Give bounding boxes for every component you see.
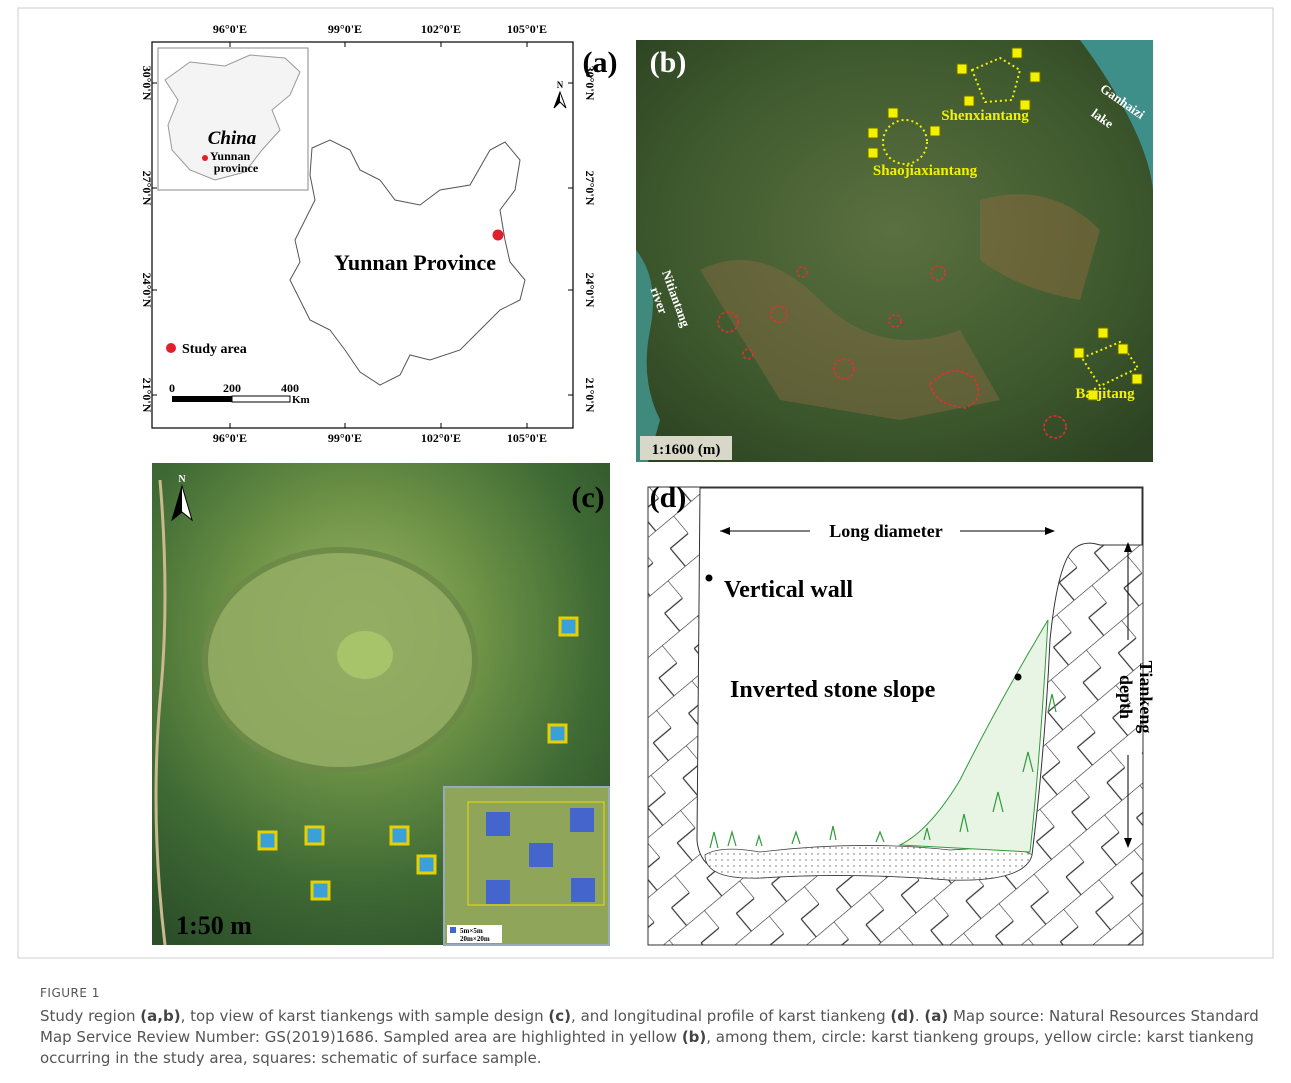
panel-d: Long diameter Vertical wall Inverted sto… — [648, 481, 1156, 945]
decoration — [529, 843, 553, 867]
panel-label: (b) — [650, 46, 687, 79]
decoration — [930, 126, 940, 136]
lat-tick-label: 21°0'N — [140, 378, 154, 413]
study-area-marker — [493, 230, 504, 241]
panel-a: China Yunnan province Yunnan Province St… — [140, 22, 617, 445]
panel-c: 5m×5m 20m×20m N (c) 1:50 m — [152, 463, 610, 945]
legend-label: 20m×20m — [460, 935, 490, 943]
legend-marker — [450, 927, 456, 933]
lat-tick-label: 27°0'N — [140, 171, 154, 206]
lat-tick-label: 24°0'N — [583, 273, 597, 308]
panel-label: (c) — [571, 481, 604, 514]
body: China Yunnan province Yunnan Province St… — [0, 0, 1291, 1083]
decoration — [964, 96, 974, 106]
decoration — [957, 64, 967, 74]
scale-label: 1:1600 (m) — [652, 442, 721, 458]
scale-bar — [172, 396, 232, 402]
decoration — [1012, 48, 1022, 58]
lon-tick-label: 96°0'E — [213, 22, 247, 36]
decoration — [888, 108, 898, 118]
panel-b: (b) Shenxiantang Shaojiaxiantang Baijita… — [636, 40, 1153, 462]
lon-tick-label: 102°0'E — [421, 22, 461, 36]
pointer — [706, 575, 713, 582]
lat-tick-label: 30°0'N — [140, 66, 154, 101]
legend-label: Study area — [182, 342, 247, 357]
lat-tick-label: 21°0'N — [583, 378, 597, 413]
caption-segment: (b) — [682, 1028, 706, 1046]
wall-label: Vertical wall — [724, 577, 853, 603]
legend-label: 5m×5m — [460, 927, 483, 935]
caption-text: Study region (a,b), top view of karst ti… — [40, 1006, 1260, 1069]
decoration — [486, 880, 510, 904]
north-label: N — [557, 80, 564, 90]
decoration — [259, 832, 276, 849]
figure: China Yunnan province Yunnan Province St… — [0, 0, 1291, 965]
lon-tick-label: 96°0'E — [213, 431, 247, 445]
depth-label: depth — [1116, 675, 1136, 719]
decoration — [549, 725, 566, 742]
tiankeng-bottom — [337, 631, 393, 679]
site-label: Shaojiaxiantang — [873, 163, 978, 179]
legend-marker — [166, 343, 176, 353]
decoration — [486, 812, 510, 836]
sediment — [705, 845, 1032, 880]
site-label: Baijitang — [1075, 386, 1135, 402]
caption-segment: . — [915, 1007, 925, 1025]
map-label: Yunnan Province — [334, 250, 496, 275]
site-label: Shenxiantang — [941, 108, 1029, 124]
decoration — [868, 128, 878, 138]
decoration — [570, 808, 594, 832]
lon-tick-label: 99°0'E — [328, 431, 362, 445]
lat-tick-label: 27°0'N — [583, 171, 597, 206]
caption-segment: , top view of karst tiankengs with sampl… — [181, 1007, 549, 1025]
scale-tick: 200 — [223, 381, 241, 395]
caption-segment: (d) — [890, 1007, 914, 1025]
decoration — [1074, 348, 1084, 358]
slope-label: Inverted stone slope — [730, 677, 936, 703]
pointer — [1015, 674, 1022, 681]
inset-region: province — [214, 161, 259, 175]
decoration — [1098, 328, 1108, 338]
caption-segment: Study region — [40, 1007, 140, 1025]
caption: FIGURE 1 Study region (a,b), top view of… — [40, 986, 1260, 1069]
panel-label: (d) — [650, 481, 687, 514]
decoration — [1132, 374, 1142, 384]
lon-tick-label: 105°0'E — [507, 22, 547, 36]
caption-segment: (a,b) — [140, 1007, 180, 1025]
decoration — [1118, 344, 1128, 354]
north-label: N — [178, 474, 186, 485]
caption-segment: (a) — [924, 1007, 948, 1025]
lat-tick-label: 30°0'N — [583, 66, 597, 101]
depth-label: Tiankeng — [1136, 661, 1156, 734]
lat-tick-label: 24°0'N — [140, 273, 154, 308]
decoration — [560, 618, 577, 635]
page: Figure 1 {"figure": { "panel_a": {"label… — [0, 0, 1291, 1083]
lon-tick-label: 99°0'E — [328, 22, 362, 36]
decoration — [868, 148, 878, 158]
scale-tick: 0 — [169, 381, 175, 395]
decoration — [391, 827, 408, 844]
decoration — [571, 878, 595, 902]
inset-marker — [202, 155, 208, 161]
inset-title: China — [208, 128, 257, 149]
decoration — [1030, 72, 1040, 82]
caption-segment: , and longitudinal profile of karst tian… — [571, 1007, 890, 1025]
caption-segment: (c) — [548, 1007, 571, 1025]
decoration — [418, 856, 435, 873]
scale-label: 1:50 m — [176, 911, 252, 940]
scale-unit: Km — [292, 394, 310, 406]
diameter-label: Long diameter — [829, 521, 942, 541]
decoration — [306, 827, 323, 844]
lon-tick-label: 105°0'E — [507, 431, 547, 445]
scale-tick: 400 — [281, 381, 299, 395]
lon-tick-label: 102°0'E — [421, 431, 461, 445]
figure-number: FIGURE 1 — [40, 986, 1260, 1000]
decoration — [312, 882, 329, 899]
scale-bar — [232, 396, 290, 402]
